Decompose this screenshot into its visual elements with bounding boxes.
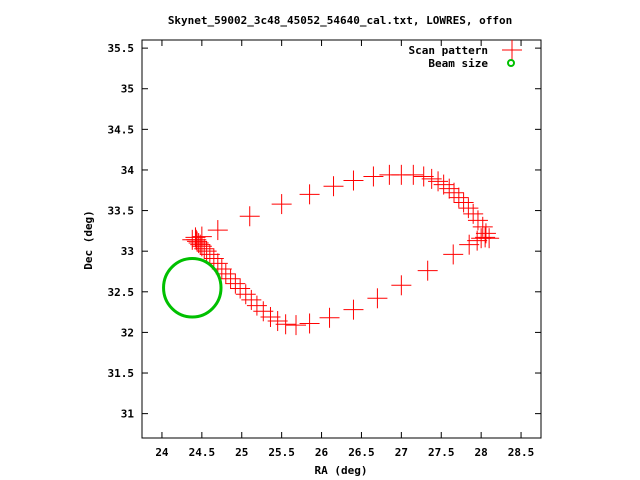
scan-point: [299, 313, 320, 334]
y-tick-label: 35.5: [108, 42, 135, 55]
scan-point: [199, 244, 220, 265]
y-tick-label: 31: [121, 408, 135, 421]
scan-point: [182, 229, 203, 250]
legend-label-beam: Beam size: [428, 57, 488, 70]
scan-point: [239, 206, 260, 227]
beam-size-series: [162, 256, 223, 319]
scan-point: [319, 307, 340, 328]
scan-point: [472, 216, 493, 237]
scan-point: [444, 182, 465, 203]
scan-point: [443, 244, 464, 265]
scan-point: [439, 178, 460, 199]
scan-point: [220, 268, 241, 289]
scan-point: [433, 174, 454, 195]
scan-point: [225, 273, 246, 294]
y-tick-label: 32.5: [108, 286, 135, 299]
scan-point: [299, 184, 320, 205]
x-tick-label: 28: [475, 446, 488, 459]
scan-point: [343, 299, 364, 320]
scan-point: [323, 176, 344, 197]
scan-point: [194, 238, 215, 259]
plot-frame: [141, 39, 542, 439]
scan-point: [275, 314, 296, 335]
scan-point: [367, 288, 388, 309]
scan-point: [421, 168, 442, 189]
legend: Scan pattern Beam size: [409, 40, 522, 70]
scan-point: [187, 231, 208, 252]
scan-point: [203, 248, 224, 269]
scan-point: [475, 227, 496, 248]
scan-point: [391, 275, 412, 296]
scan-point: [191, 226, 212, 247]
scan-point: [458, 198, 479, 219]
scan-point: [379, 164, 400, 185]
scan-point: [417, 260, 438, 281]
y-tick-label: 31.5: [108, 367, 135, 380]
x-tick-label: 25: [235, 446, 248, 459]
y-tick-label: 34: [121, 164, 135, 177]
x-tick-label: 27: [395, 446, 408, 459]
scan-point: [459, 234, 480, 255]
scan-point: [207, 220, 228, 241]
x-tick-label: 28.5: [508, 446, 535, 459]
legend-scan-marker: [502, 40, 522, 60]
x-tick-label: 24: [155, 446, 169, 459]
y-axis-title: Dec (deg): [82, 210, 95, 270]
scan-point: [363, 166, 384, 187]
scan-point: [453, 192, 474, 213]
scan-point: [246, 295, 267, 316]
legend-label-scan: Scan pattern: [409, 44, 488, 57]
y-tick-label: 35: [121, 83, 134, 96]
scan-point: [343, 170, 364, 191]
x-axis: 24 24.5 25 25.5 26 26.5 27 27.5 28 28.5: [155, 40, 534, 459]
scan-point: [448, 187, 469, 208]
scan-point: [467, 230, 488, 251]
legend-beam-marker: [507, 59, 515, 67]
scan-point: [235, 284, 256, 305]
scan-point: [271, 194, 292, 215]
scan-point: [479, 228, 500, 249]
scan-point: [241, 289, 262, 310]
chart-title: Skynet_59002_3c48_45052_54640_cal.txt, L…: [168, 14, 512, 27]
beam-circle: [162, 256, 223, 319]
y-tick-label: 32: [121, 326, 134, 339]
scan-point: [188, 233, 209, 254]
scan-point: [467, 210, 488, 231]
scan-point: [463, 203, 484, 224]
y-axis: 31 31.5 32 32.5 33 33.5 34 34.5 35 35.5: [108, 42, 541, 421]
scan-point: [286, 315, 307, 336]
x-tick-label: 26.5: [348, 446, 375, 459]
scan-point: [413, 166, 434, 187]
x-tick-label: 25.5: [268, 446, 295, 459]
y-tick-label: 33: [121, 245, 134, 258]
scan-pattern-series: [182, 164, 500, 336]
scan-point: [196, 241, 217, 262]
scan-point: [230, 278, 251, 299]
x-tick-label: 24.5: [189, 446, 216, 459]
y-tick-label: 33.5: [108, 205, 135, 218]
x-tick-label: 27.5: [428, 446, 455, 459]
scan-point: [253, 301, 274, 322]
y-tick-label: 34.5: [108, 123, 135, 136]
x-axis-title: RA (deg): [315, 464, 368, 477]
x-tick-label: 26: [315, 446, 329, 459]
scan-point: [260, 306, 281, 327]
scan-point: [207, 253, 228, 274]
scan-point: [267, 311, 288, 332]
